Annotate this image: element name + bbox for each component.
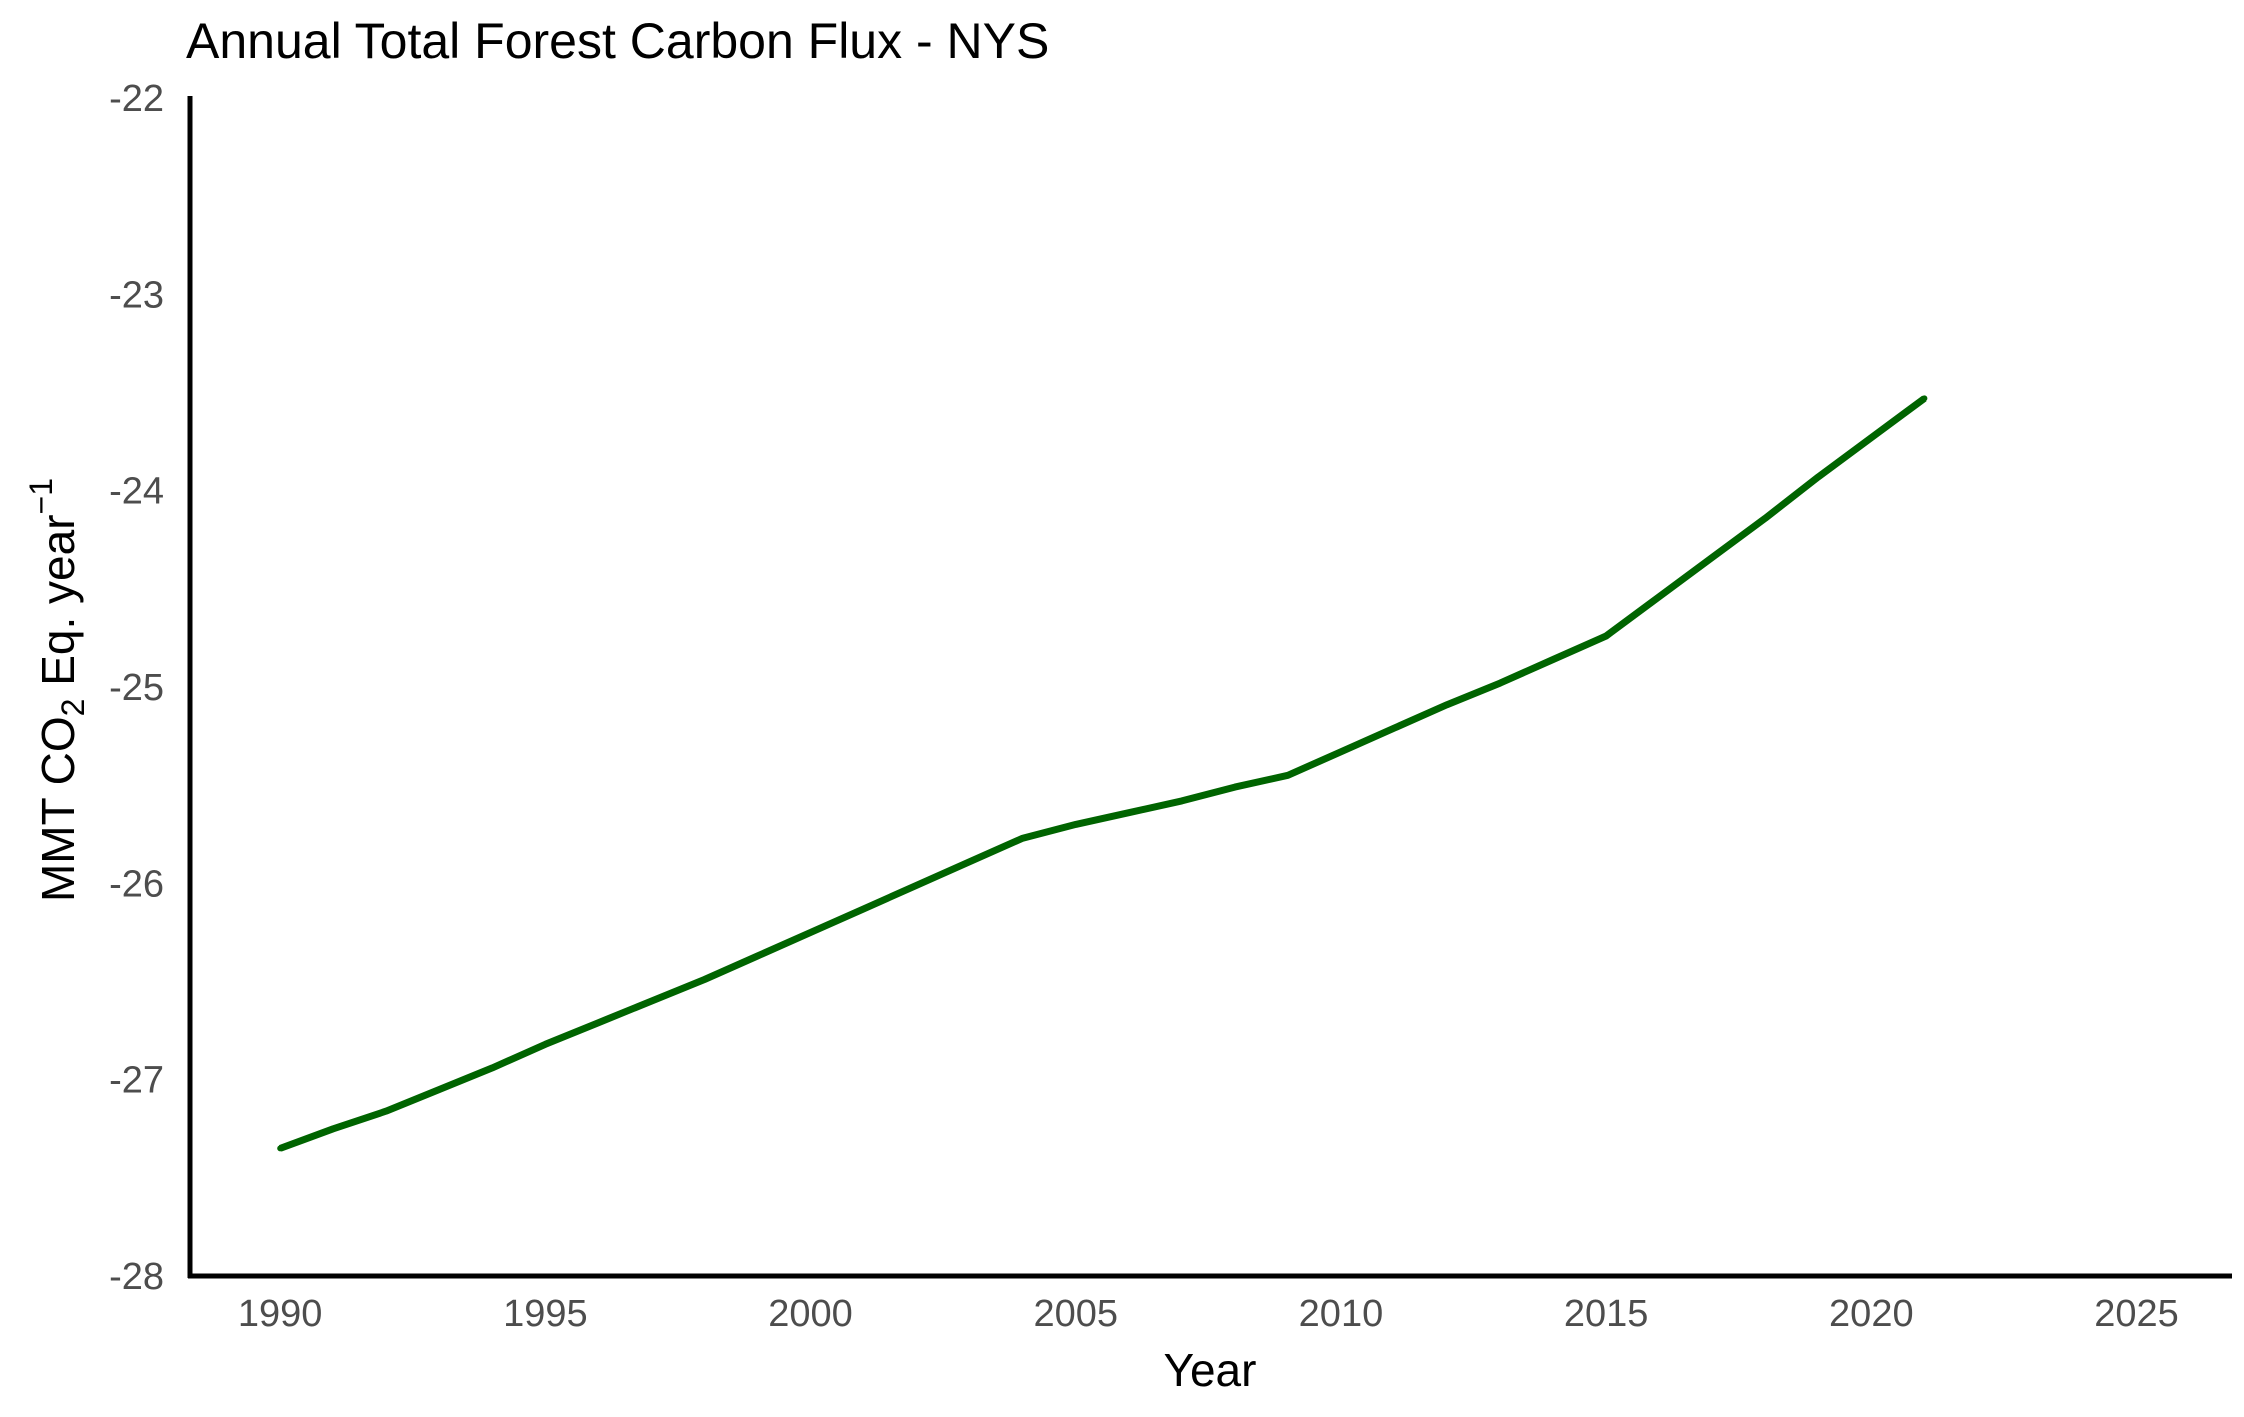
data-point (1125, 809, 1132, 816)
data-point (754, 953, 761, 959)
data-point (1178, 797, 1185, 804)
data-point (489, 1064, 496, 1071)
x-tick-label: 2015 (1564, 1293, 1649, 1335)
y-tick-labels: -28 -27 -26 -25 -24 -23 -22 (109, 78, 164, 1298)
data-point (542, 1041, 549, 1048)
x-tick-label: 2000 (768, 1293, 853, 1335)
y-tick-label: -28 (109, 1256, 164, 1298)
y-tick-label: -24 (109, 471, 164, 513)
data-point (1709, 554, 1716, 561)
data-point (330, 1125, 337, 1132)
y-tick-label: -25 (109, 667, 164, 709)
x-tick-label: 2020 (1829, 1293, 1914, 1335)
data-point (1391, 725, 1397, 732)
x-axis-title: Year (1164, 1344, 1257, 1396)
data-point (701, 976, 708, 983)
data-point (1444, 701, 1450, 708)
x-tick-label: 2005 (1033, 1293, 1118, 1335)
data-point (648, 998, 655, 1005)
data-point (1603, 633, 1610, 639)
y-tick-label: -26 (109, 863, 164, 905)
x-tick-labels: 1990 1995 2000 2005 2010 2015 2020 2025 (238, 1293, 2179, 1335)
series-line (278, 395, 1927, 1152)
data-point (1497, 680, 1504, 687)
y-tick-label: -23 (109, 274, 164, 316)
y-axis-title-superscript: −1 (23, 478, 59, 514)
data-point (1284, 772, 1291, 779)
y-axis-title-prefix: MMT CO (32, 716, 84, 902)
data-point (1921, 395, 1928, 402)
y-axis-title-subscript: 2 (55, 699, 91, 717)
data-point (277, 1145, 284, 1152)
data-point (807, 929, 814, 936)
data-point (1815, 473, 1822, 480)
data-point (383, 1108, 390, 1115)
y-tick-label: -27 (109, 1060, 164, 1102)
x-tick-label: 1995 (503, 1293, 588, 1335)
data-point (913, 882, 920, 889)
data-point (1762, 515, 1769, 522)
data-point (1019, 835, 1026, 842)
data-point (966, 858, 973, 865)
chart-title: Annual Total Forest Carbon Flux - NYS (186, 13, 1050, 69)
data-point (1072, 821, 1079, 828)
y-tick-label: -22 (109, 78, 164, 120)
axes (187, 96, 2232, 1279)
plot-layer (277, 395, 1928, 1152)
data-point (860, 905, 867, 912)
x-tick-label: 1990 (238, 1293, 323, 1335)
data-point (1231, 784, 1238, 791)
y-axis-title-middle: Eq. year (32, 514, 84, 698)
data-point (1868, 434, 1875, 441)
data-point (595, 1019, 602, 1026)
data-point (436, 1086, 443, 1093)
data-point (1337, 748, 1344, 755)
y-axis-title: MMT CO2 Eq. year−1 (23, 478, 91, 902)
data-point (1550, 656, 1557, 663)
x-tick-label: 2025 (2094, 1293, 2179, 1335)
data-point (1656, 593, 1663, 600)
x-tick-label: 2010 (1299, 1293, 1384, 1335)
